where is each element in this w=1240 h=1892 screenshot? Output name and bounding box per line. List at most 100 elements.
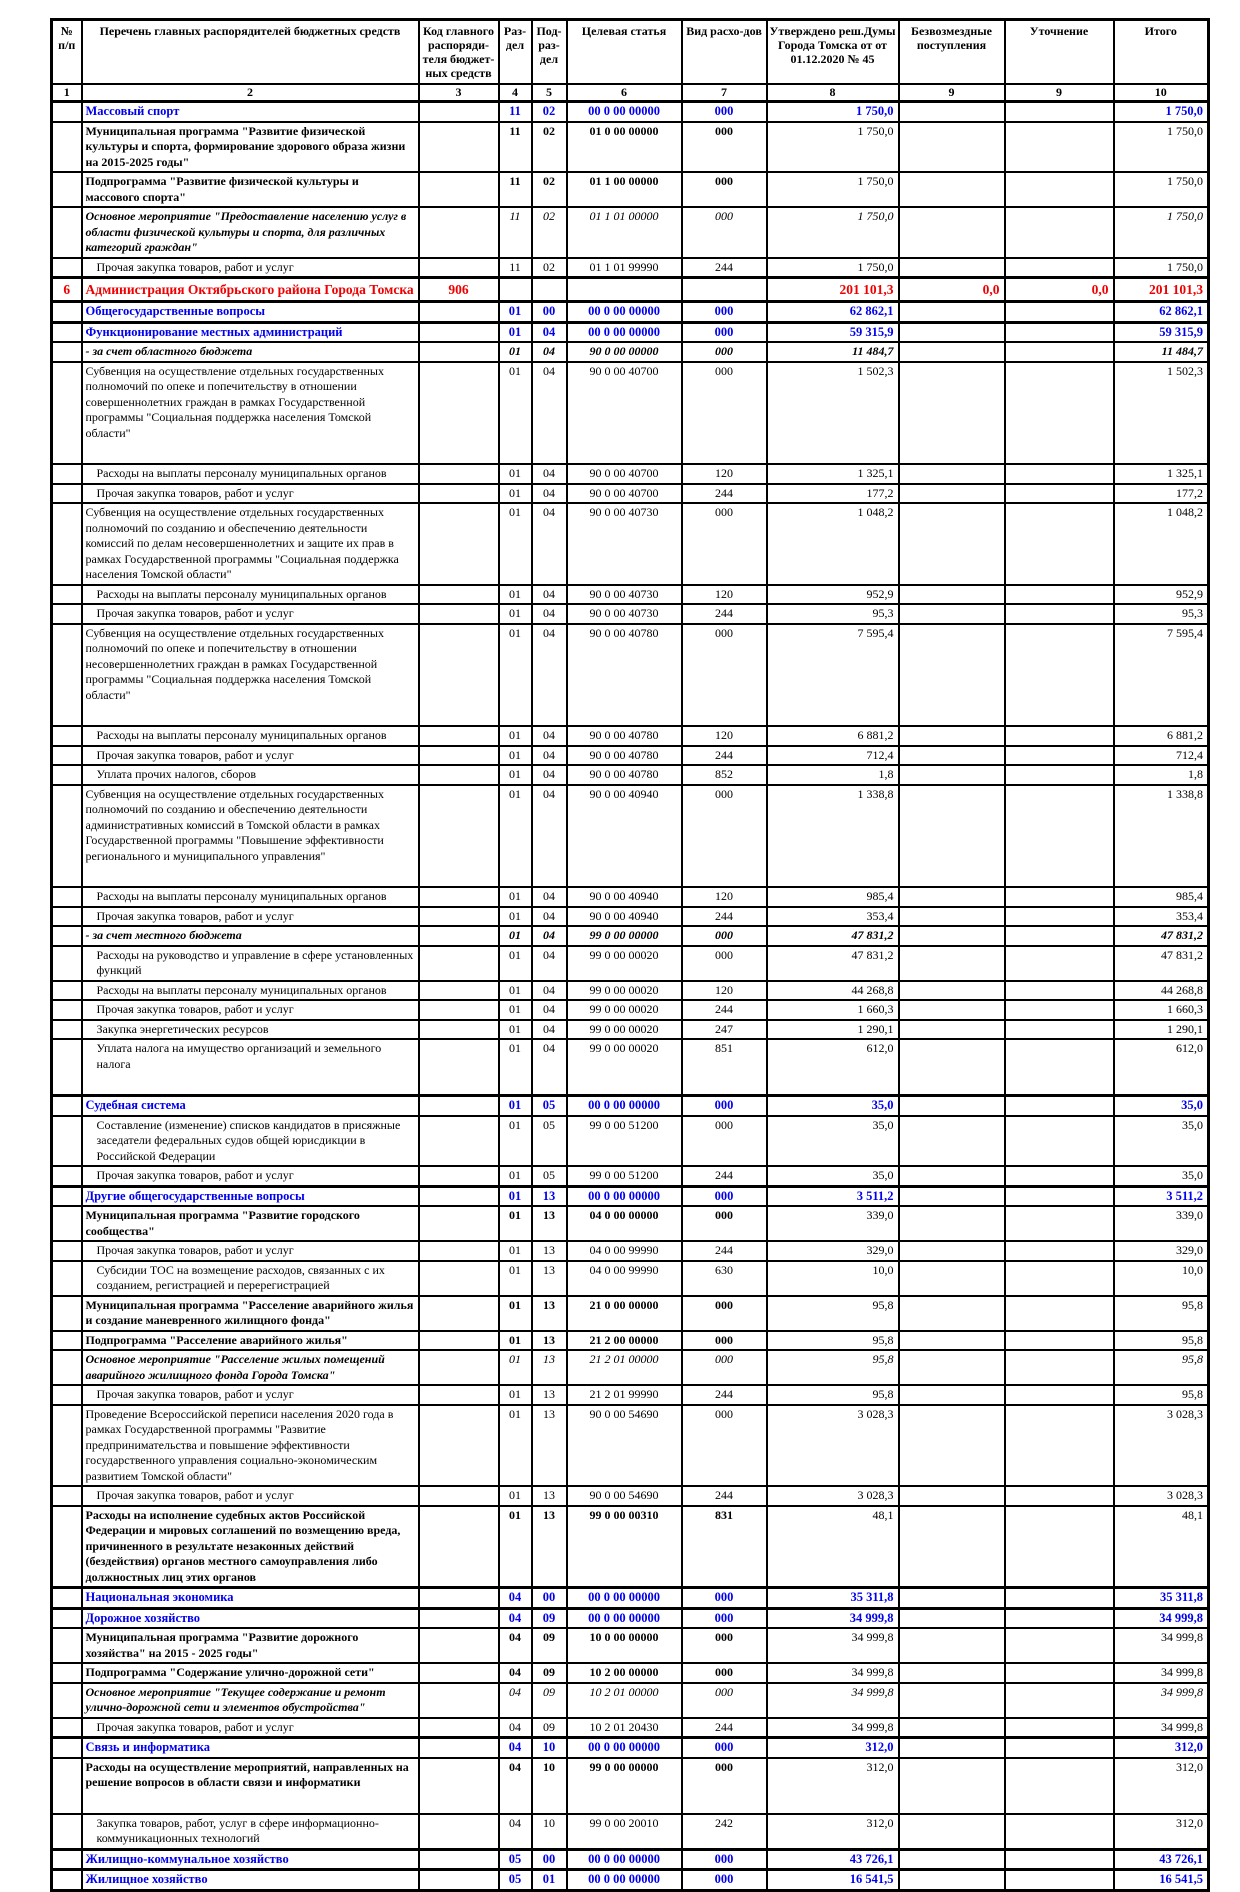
target-article-cell: 04 0 00 99990 [565,1259,683,1297]
total-cell: 35,0 [1112,1094,1210,1117]
adjustment-cell [1003,1184,1115,1207]
approved-cell: 3 028,3 [765,1403,900,1487]
table-row: Прочая закупка товаров, работ и услуг 01… [50,603,1210,625]
table-row: Дорожное хозяйство 04 09 00 0 00 00000 0… [50,1606,1210,1629]
grants-cell [897,764,1006,786]
razdel-cell: 01 [497,725,533,747]
adjustment-cell [1003,100,1115,123]
total-cell: 6 881,2 [1112,725,1210,747]
grants-cell [897,1094,1006,1117]
grbs-code-cell [417,725,500,747]
total-cell: 62 862,1 [1112,300,1210,323]
col-header-name: Перечень главных распорядителей бюджетны… [80,18,420,85]
header-number-row: 1 2 3 4 5 6 7 8 9 9 10 [50,83,1210,103]
grbs-code-cell [417,1716,500,1739]
expense-type-cell: 244 [680,603,768,625]
adjustment-cell [1003,583,1115,605]
podrazdel-cell: 09 [530,1627,568,1664]
row-number-cell [50,999,83,1021]
grbs-code-cell [417,120,500,173]
total-cell: 1 338,8 [1112,783,1210,888]
podrazdel-cell: 13 [530,1504,568,1589]
approved-cell: 1 048,2 [765,502,900,586]
grbs-code-cell [417,783,500,888]
approved-cell: 35 311,8 [765,1586,900,1609]
grants-cell [897,1114,1006,1167]
adjustment-cell [1003,1606,1115,1629]
target-article-cell: 00 0 00 00000 [565,1586,683,1609]
grbs-code-cell [417,1114,500,1167]
approved-cell: 7 595,4 [765,622,900,727]
row-number-cell [50,1184,83,1207]
row-name-cell: Муниципальная программа "Развитие городс… [80,1205,420,1242]
expense-type-cell: 000 [680,171,768,208]
approved-cell: 34 999,8 [765,1627,900,1664]
podrazdel-cell: 00 [530,1847,568,1871]
adjustment-cell [1003,925,1115,947]
col-num-3: 3 [417,83,500,103]
grants-cell [897,1662,1006,1684]
razdel-cell: 01 [497,583,533,605]
expense-type-cell: 000 [680,320,768,343]
grants-cell [897,1868,1006,1891]
table-row: Субвенция на осуществление отдельных гос… [50,360,1210,465]
col-num-8: 8 [765,83,900,103]
grbs-code-cell [417,1165,500,1187]
razdel-cell: 01 [497,999,533,1021]
col-num-4: 4 [497,83,533,103]
razdel-cell: 01 [497,1165,533,1187]
approved-cell: 712,4 [765,744,900,766]
grbs-code-cell [417,905,500,927]
approved-cell: 34 999,8 [765,1606,900,1629]
target-article-cell: 90 0 00 40700 [565,482,683,504]
podrazdel-cell: 04 [530,764,568,786]
target-article-cell: 21 2 01 00000 [565,1349,683,1386]
adjustment-cell [1003,1329,1115,1351]
approved-cell: 1,8 [765,764,900,786]
total-cell: 1,8 [1112,764,1210,786]
total-cell: 35,0 [1112,1165,1210,1187]
adjustment-cell [1003,1038,1115,1097]
table-row: Расходы на выплаты персоналу муниципальн… [50,463,1210,485]
razdel-cell: 05 [497,1847,533,1871]
row-number-cell [50,341,83,363]
row-name-cell: Администрация Октябрьского района Города… [80,276,420,303]
podrazdel-cell: 04 [530,360,568,465]
row-number-cell [50,1756,83,1815]
table-row: Прочая закупка товаров, работ и услуг 01… [50,744,1210,766]
adjustment-cell [1003,1847,1115,1871]
approved-cell: 95,8 [765,1329,900,1351]
adjustment-cell: 0,0 [1003,276,1115,303]
approved-cell: 35,0 [765,1094,900,1117]
target-article-cell: 21 2 01 99990 [565,1384,683,1406]
target-article-cell: 99 0 00 00000 [565,1756,683,1815]
target-article-cell: 00 0 00 00000 [565,1184,683,1207]
expense-type-cell: 120 [680,583,768,605]
table-row: Прочая закупка товаров, работ и услуг 11… [50,256,1210,279]
podrazdel-cell: 04 [530,944,568,982]
total-cell: 312,0 [1112,1736,1210,1759]
expense-type-cell: 000 [680,1184,768,1207]
row-name-cell: Уплата налога на имущество организаций и… [80,1038,420,1097]
podrazdel-cell: 09 [530,1662,568,1684]
target-article-cell: 90 0 00 00000 [565,341,683,363]
approved-cell: 177,2 [765,482,900,504]
podrazdel-cell: 04 [530,603,568,625]
adjustment-cell [1003,482,1115,504]
col-num-7: 7 [680,83,768,103]
approved-cell: 47 831,2 [765,925,900,947]
expense-type-cell: 000 [680,1736,768,1759]
razdel-cell: 01 [497,320,533,343]
razdel-cell: 01 [497,1259,533,1297]
expense-type-cell: 000 [680,206,768,259]
approved-cell: 44 268,8 [765,979,900,1001]
total-cell: 952,9 [1112,583,1210,605]
total-cell: 712,4 [1112,744,1210,766]
row-number-cell [50,120,83,173]
podrazdel-cell: 13 [530,1384,568,1406]
row-number-cell [50,300,83,323]
row-name-cell: Уплата прочих налогов, сборов [80,764,420,786]
grbs-code-cell [417,1294,500,1332]
grbs-code-cell [417,1627,500,1664]
table-row: Муниципальная программа "Развитие дорожн… [50,1627,1210,1664]
